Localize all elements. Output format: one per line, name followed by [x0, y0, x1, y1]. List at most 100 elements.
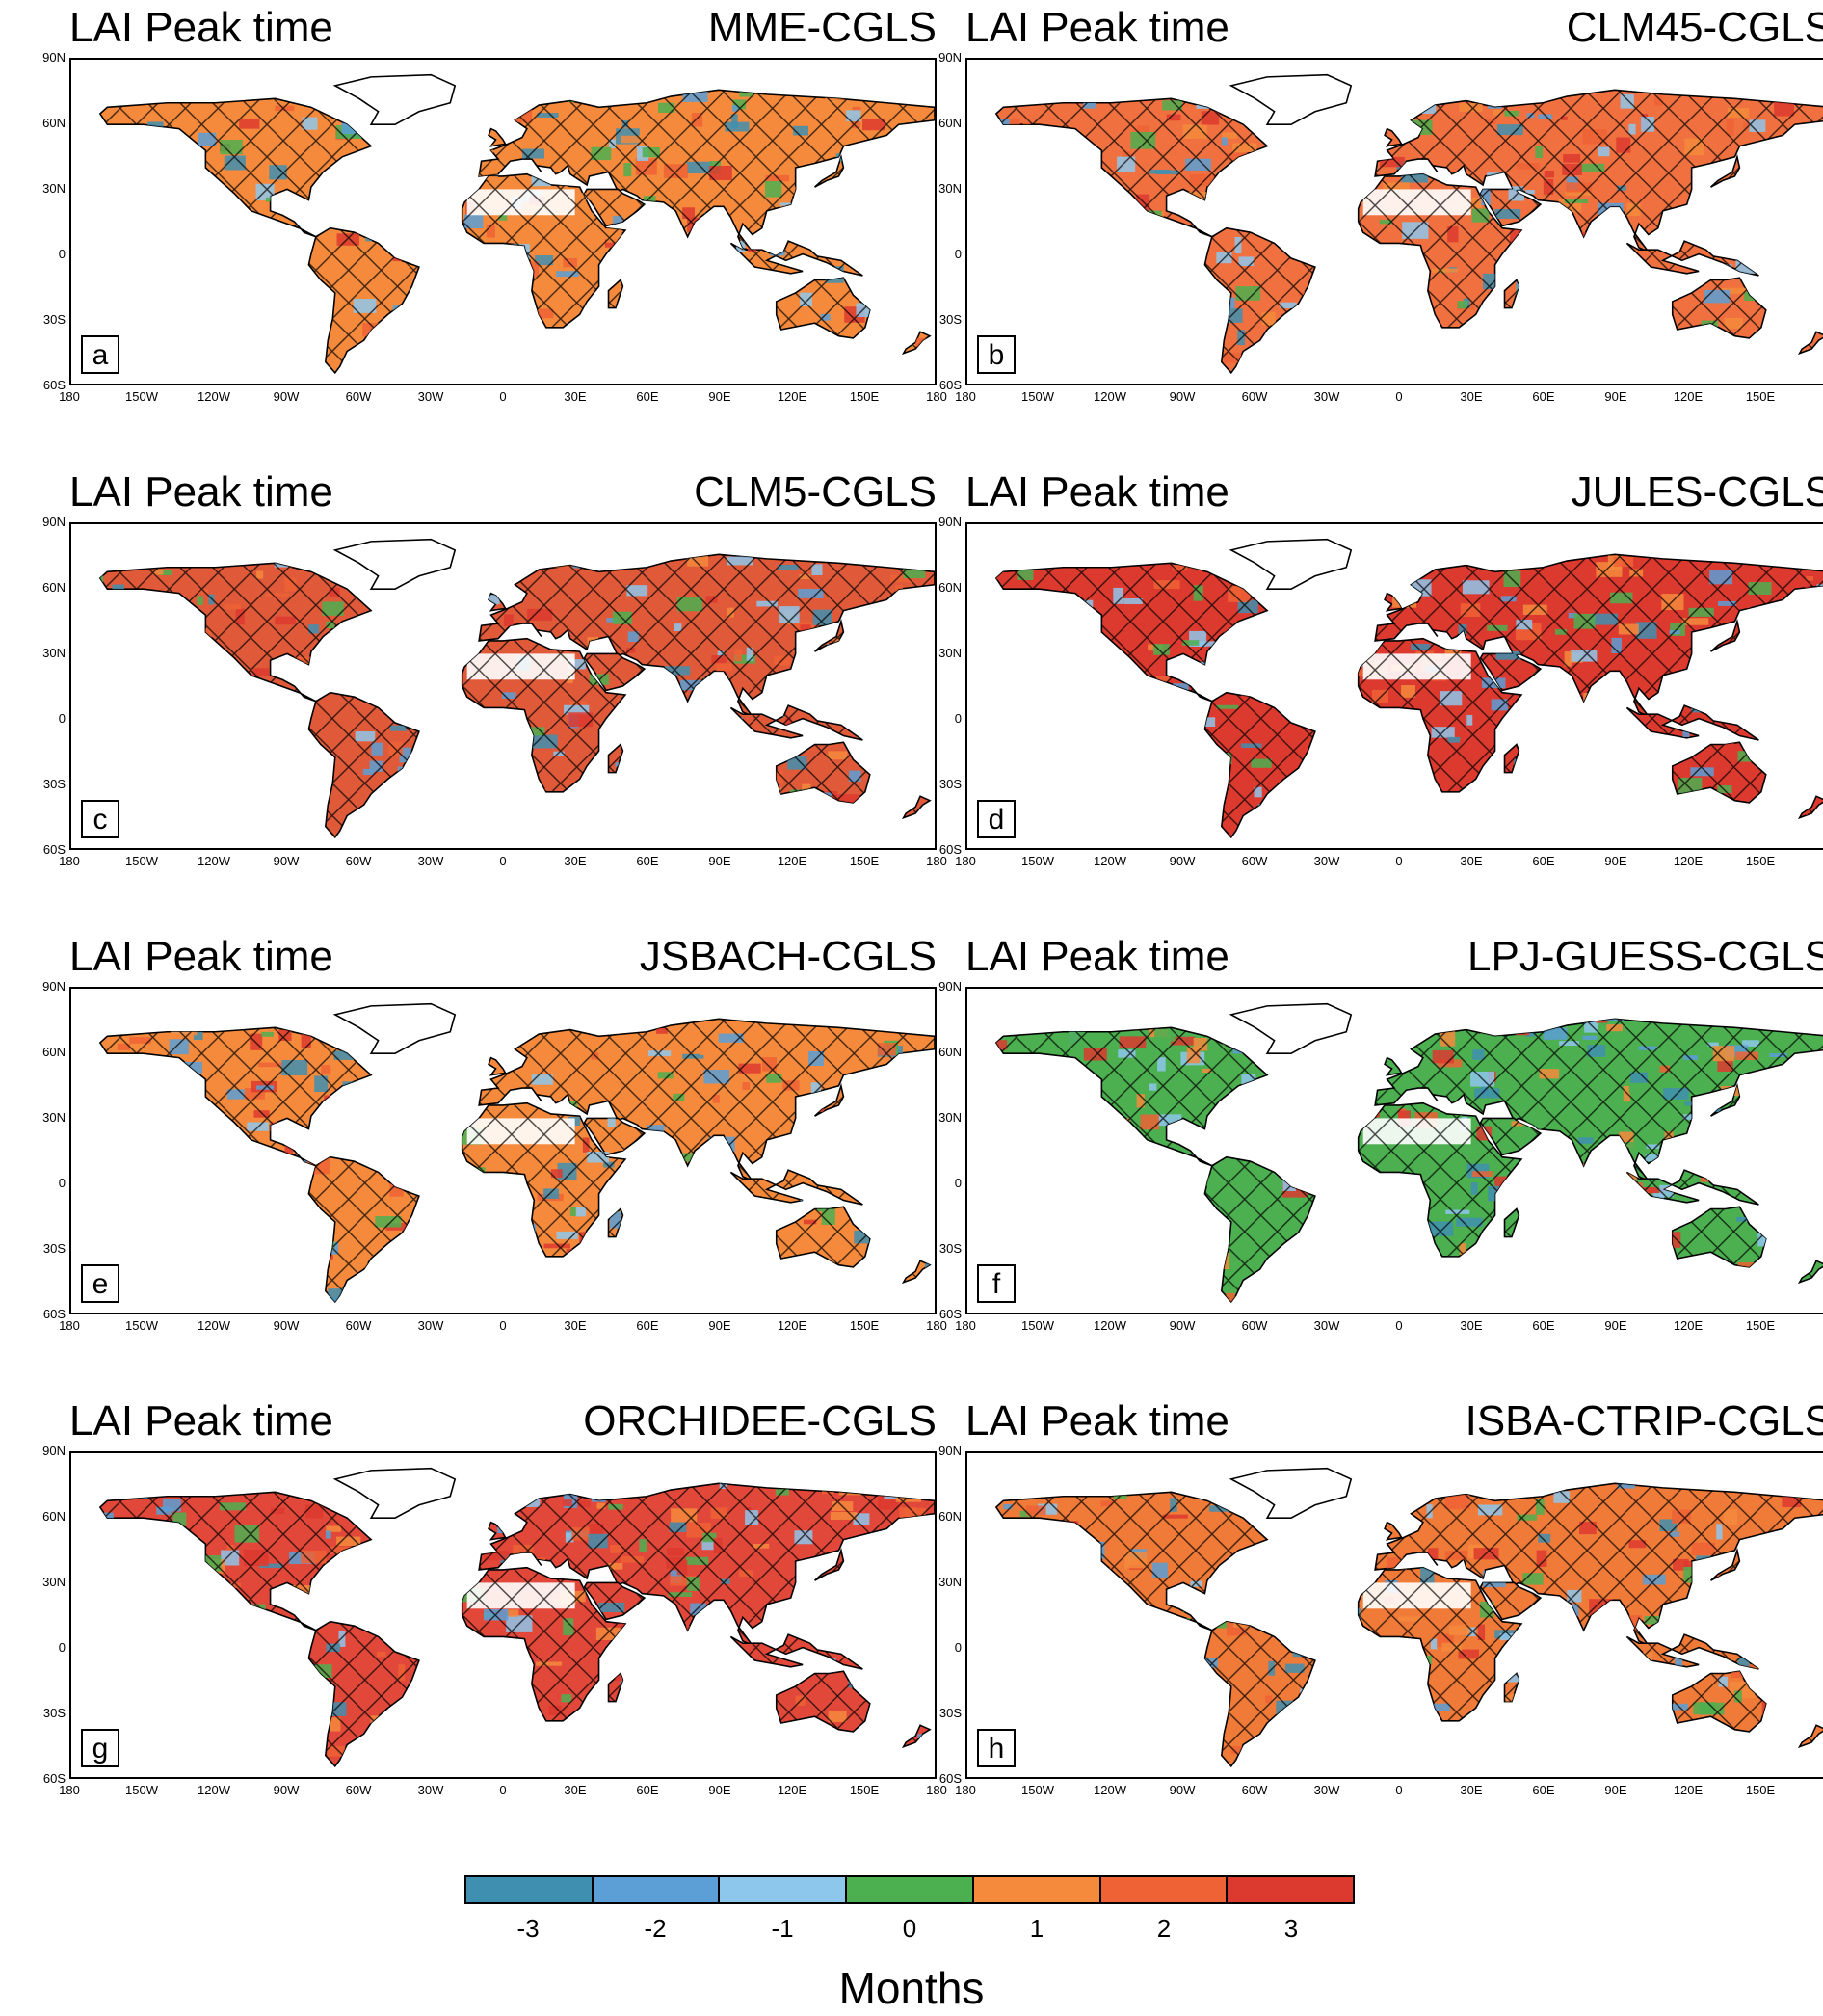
- panel-letter: e: [81, 1264, 119, 1303]
- lon-tick-label: 150E: [1745, 389, 1776, 404]
- lon-tick-label: 180: [955, 854, 976, 868]
- map-panel-a: LAI Peak time MME-CGLS a 90N 60N 30N 0 30S 60S 18…: [42, 0, 947, 443]
- panel-model-label: ISBA-CTRIP-CGLS: [1465, 1397, 1823, 1445]
- lon-tick-label: 90E: [708, 1783, 731, 1797]
- continent-shape: [1229, 1467, 1353, 1519]
- lon-tick-label: 120W: [1094, 854, 1126, 868]
- lat-tick-label: 60N: [42, 1509, 66, 1524]
- lon-tick-label: 150E: [849, 854, 880, 868]
- lon-tick-label: 90W: [1169, 1783, 1196, 1797]
- colorbar-swatch: [1228, 1877, 1354, 1902]
- lon-tick-label: 90E: [1604, 1318, 1627, 1333]
- lat-tick-label: 60S: [42, 1771, 66, 1786]
- lon-tick-label: 30E: [564, 1318, 587, 1333]
- lon-tick-label: 30E: [1460, 1783, 1483, 1797]
- lon-tick-label: 120W: [1094, 1783, 1126, 1797]
- lon-tick-label: 90W: [1169, 389, 1196, 404]
- lon-tick-label: 30W: [417, 389, 444, 404]
- panel-letter: g: [81, 1729, 119, 1767]
- panel-letter: f: [977, 1264, 1016, 1303]
- lat-tick-label: 30N: [938, 181, 962, 196]
- lon-tick-label: 30W: [417, 854, 444, 868]
- lat-tick-label: 60S: [42, 378, 66, 392]
- lat-tick-label: 30N: [938, 1110, 962, 1125]
- panel-title: LAI Peak time: [965, 468, 1229, 516]
- lon-tick-label: 180: [1804, 1783, 1823, 1797]
- lon-tick-label: 90W: [1169, 854, 1196, 868]
- lon-tick-label: 180: [59, 389, 80, 404]
- lon-tick-label: 150E: [1745, 1783, 1776, 1797]
- colorbar-swatch: [847, 1877, 974, 1902]
- panel-model-label: LPJ-GUESS-CGLS: [1467, 933, 1823, 980]
- lon-tick-label: 90W: [273, 1318, 300, 1333]
- colorbar-swatch: [466, 1877, 594, 1902]
- colorbar-label: -2: [644, 1914, 667, 1943]
- lon-tick-label: 90W: [273, 1783, 300, 1797]
- lon-tick-label: 90E: [708, 1318, 731, 1333]
- lon-tick-label: 90E: [1604, 854, 1627, 868]
- lat-tick-label: 30S: [42, 777, 66, 791]
- lon-tick-label: 150W: [1021, 1318, 1054, 1333]
- lon-tick-label: 60W: [1241, 1783, 1268, 1797]
- lon-tick-label: 0: [1395, 1783, 1403, 1797]
- lon-tick-label: 0: [499, 1783, 507, 1797]
- lon-tick-label: 120E: [777, 389, 807, 404]
- lat-tick-label: 30S: [938, 777, 962, 791]
- lon-tick-label: 180: [59, 1783, 80, 1797]
- lon-tick-label: 120W: [198, 389, 230, 404]
- lat-tick-label: 0: [954, 1176, 962, 1190]
- lon-tick-label: 120W: [198, 1318, 230, 1333]
- map-canvas: [994, 1467, 1823, 1768]
- lat-tick-label: 0: [954, 247, 962, 261]
- lon-tick-label: 30W: [1313, 1783, 1340, 1797]
- continent-shape: [332, 1467, 457, 1519]
- lon-tick-label: 0: [1395, 854, 1403, 868]
- lat-tick-label: 30S: [42, 1706, 66, 1720]
- lat-tick-label: 60N: [42, 1045, 66, 1059]
- continent-shape: [1229, 73, 1353, 125]
- colorbar-swatch: [720, 1877, 848, 1902]
- map-canvas: [98, 1467, 935, 1768]
- lon-tick-label: 0: [499, 1318, 507, 1333]
- colorbar-label: -3: [516, 1914, 540, 1943]
- lon-tick-label: 0: [1395, 389, 1403, 404]
- panel-model-label: JULES-CGLS: [1571, 468, 1823, 516]
- lon-tick-label: 150E: [849, 389, 880, 404]
- map-frame: c: [69, 522, 937, 850]
- lon-tick-label: 120W: [1094, 1318, 1126, 1333]
- lon-tick-label: 180: [1804, 1318, 1823, 1333]
- lat-tick-label: 0: [58, 247, 66, 261]
- lon-tick-label: 150W: [125, 854, 158, 868]
- lon-tick-label: 30E: [1460, 854, 1483, 868]
- lon-tick-label: 0: [1395, 1318, 1403, 1333]
- panel-model-label: ORCHIDEE-CGLS: [583, 1397, 937, 1445]
- lon-tick-label: 90W: [1169, 1318, 1196, 1333]
- lat-tick-label: 60N: [42, 116, 66, 130]
- lon-tick-label: 60W: [345, 854, 372, 868]
- map-canvas: [994, 538, 1823, 839]
- lon-tick-label: 60E: [1532, 1318, 1555, 1333]
- continent-shape: [1229, 538, 1353, 590]
- lat-tick-label: 60S: [42, 842, 66, 857]
- lon-tick-label: 30E: [1460, 389, 1483, 404]
- map-frame: h: [965, 1451, 1823, 1779]
- lon-tick-label: 30E: [564, 854, 587, 868]
- lon-tick-label: 90E: [1604, 1783, 1627, 1797]
- lon-tick-label: 0: [499, 389, 507, 404]
- lon-tick-label: 150W: [1021, 854, 1054, 868]
- panel-title: LAI Peak time: [69, 468, 333, 516]
- lon-tick-label: 120E: [1673, 1318, 1704, 1333]
- lat-tick-label: 60N: [938, 1509, 962, 1524]
- continent-shape: [332, 73, 457, 125]
- lon-tick-label: 180: [955, 389, 976, 404]
- lon-tick-label: 60W: [1241, 389, 1268, 404]
- lon-tick-label: 120E: [777, 1318, 807, 1333]
- continent-shape: [1229, 1002, 1353, 1054]
- map-frame: g: [69, 1451, 937, 1779]
- lon-tick-label: 150W: [1021, 389, 1054, 404]
- colorbar-label: 1: [1029, 1914, 1044, 1943]
- lat-tick-label: 30S: [938, 1706, 962, 1720]
- lon-tick-label: 30W: [417, 1318, 444, 1333]
- lat-tick-label: 30N: [938, 1575, 962, 1589]
- lat-tick-label: 30N: [42, 1110, 66, 1125]
